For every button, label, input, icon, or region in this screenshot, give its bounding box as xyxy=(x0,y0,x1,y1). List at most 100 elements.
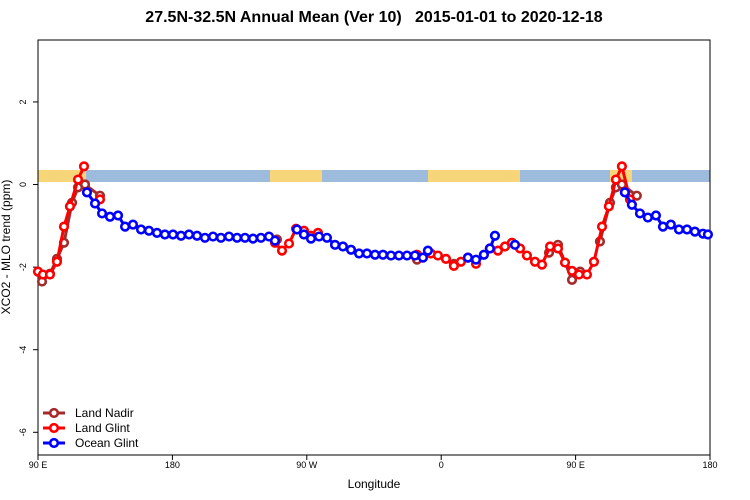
point xyxy=(127,219,139,230)
point xyxy=(167,229,179,240)
y-tick-label: 0 xyxy=(18,182,28,187)
point xyxy=(112,210,124,221)
point xyxy=(175,230,187,241)
y-tick-label: 2 xyxy=(18,99,28,104)
point xyxy=(247,233,259,244)
point xyxy=(422,245,434,256)
point xyxy=(321,232,333,243)
point xyxy=(573,269,585,280)
point xyxy=(183,229,195,240)
point xyxy=(329,239,341,250)
series-line xyxy=(37,161,632,277)
point xyxy=(509,239,521,250)
point xyxy=(702,229,714,240)
point xyxy=(642,212,653,223)
point xyxy=(96,208,108,219)
point xyxy=(298,229,310,240)
y-tick-label: -6 xyxy=(18,428,28,436)
point xyxy=(64,201,76,212)
point xyxy=(657,221,669,232)
point xyxy=(448,260,459,271)
point xyxy=(616,161,627,172)
point xyxy=(559,257,571,268)
y-axis-title: XCO2 - MLO trend (ppm) xyxy=(0,180,13,315)
y-tick-label: -4 xyxy=(18,346,28,354)
point xyxy=(665,219,676,230)
plot-frame xyxy=(37,39,711,456)
point xyxy=(484,243,495,254)
point xyxy=(305,233,317,244)
point xyxy=(432,250,444,261)
point xyxy=(255,232,267,243)
point xyxy=(276,245,288,256)
point xyxy=(353,248,365,259)
point xyxy=(119,221,131,232)
point xyxy=(283,238,295,249)
point xyxy=(596,221,608,232)
point xyxy=(159,229,171,240)
legend-label: Land Glint xyxy=(75,421,130,435)
point xyxy=(417,252,429,263)
legend-marker xyxy=(48,407,60,419)
point xyxy=(81,187,93,198)
point xyxy=(619,187,630,198)
x-tick-label: 180 xyxy=(702,460,717,470)
point xyxy=(215,232,227,243)
legend-marker xyxy=(48,437,60,449)
point xyxy=(393,250,405,261)
point xyxy=(626,199,637,210)
x-tick-label: 0 xyxy=(439,460,444,470)
point xyxy=(603,201,615,212)
point xyxy=(78,161,90,172)
series-line xyxy=(40,182,638,283)
point xyxy=(223,231,235,242)
point xyxy=(143,225,155,236)
point xyxy=(337,241,349,252)
point xyxy=(231,232,243,243)
point xyxy=(440,253,452,264)
point xyxy=(455,256,467,267)
point xyxy=(72,174,84,185)
land-ocean-strip xyxy=(38,170,710,182)
point xyxy=(462,252,474,263)
legend-label: Land Nadir xyxy=(75,406,134,420)
point xyxy=(470,254,482,265)
y-tick-label: -2 xyxy=(18,263,28,271)
point xyxy=(313,231,325,242)
point xyxy=(199,232,211,243)
x-tick-label: 90 W xyxy=(296,460,318,470)
point xyxy=(345,244,357,255)
point xyxy=(544,241,556,252)
point xyxy=(151,227,163,238)
point xyxy=(58,221,70,232)
point xyxy=(588,256,600,267)
point xyxy=(478,249,490,260)
point xyxy=(634,208,646,219)
x-tick-label: 90 E xyxy=(29,460,48,470)
point xyxy=(401,250,413,261)
point xyxy=(191,230,203,241)
point xyxy=(207,231,219,242)
point xyxy=(536,259,548,270)
point xyxy=(361,248,373,259)
point xyxy=(377,249,389,260)
point xyxy=(239,232,251,243)
x-axis-title: Longitude xyxy=(348,477,401,491)
point xyxy=(610,174,622,185)
point xyxy=(521,250,533,261)
point xyxy=(566,274,578,286)
point xyxy=(89,198,101,209)
point xyxy=(650,210,662,221)
point xyxy=(681,224,693,235)
point xyxy=(673,224,685,235)
point xyxy=(369,249,381,260)
x-tick-label: 180 xyxy=(165,460,180,470)
point xyxy=(135,224,147,235)
point xyxy=(489,230,501,241)
point xyxy=(552,243,564,254)
point xyxy=(51,256,63,267)
point xyxy=(269,235,281,246)
point xyxy=(409,250,421,261)
point xyxy=(581,269,593,280)
